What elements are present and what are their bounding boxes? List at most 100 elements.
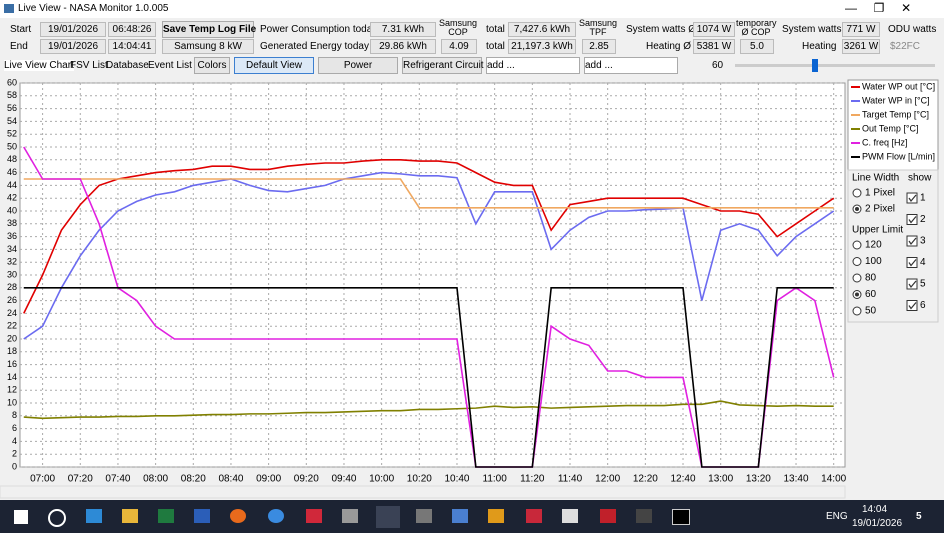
y-tick-label: 16 <box>7 359 17 369</box>
app-icon[interactable] <box>342 509 358 523</box>
app-icon[interactable] <box>672 509 690 525</box>
radio-label: 2 Pixel <box>865 204 895 215</box>
x-tick-label: 10:40 <box>444 474 469 485</box>
check <box>908 194 917 203</box>
y-tick-label: 46 <box>7 167 17 177</box>
radio-label: 60 <box>865 289 877 300</box>
field: 2.85 <box>582 39 616 54</box>
radio-label: 120 <box>865 240 882 251</box>
field: 19/01/2026 <box>40 22 106 37</box>
tab[interactable]: Live View Chart <box>4 60 74 71</box>
x-tick-label: 11:00 <box>483 474 508 485</box>
start-icon[interactable] <box>14 510 28 524</box>
y-tick-label: 34 <box>7 244 17 254</box>
slider[interactable] <box>735 64 935 67</box>
check <box>908 259 917 267</box>
clock-date[interactable]: 19/01/2026 <box>852 518 903 529</box>
x-tick-label: 11:20 <box>520 474 545 485</box>
radio[interactable] <box>852 257 862 266</box>
panel-label: show <box>908 173 932 184</box>
x-tick-label: 07:20 <box>68 474 93 485</box>
label: System watts Ø <box>626 24 697 35</box>
button[interactable]: Refrigerant Circuit <box>402 57 484 74</box>
search-icon[interactable] <box>48 509 66 527</box>
x-tick-label: 10:00 <box>369 474 394 485</box>
check <box>908 280 917 289</box>
label: temporary Ø COP <box>736 18 777 37</box>
dropdown[interactable]: add ... <box>486 57 580 74</box>
checkbox-label: 3 <box>920 236 926 247</box>
radio[interactable] <box>852 240 862 250</box>
window-controls[interactable]: — ❐ ✕ <box>845 1 912 15</box>
radio[interactable] <box>852 273 862 283</box>
tab[interactable]: Event List <box>148 60 192 71</box>
field: 29.86 kWh <box>370 39 436 54</box>
scrollbar[interactable] <box>0 485 846 499</box>
field: Samsung 8 kW <box>162 39 254 54</box>
radio-label: 100 <box>865 256 882 267</box>
y-tick-label: 48 <box>7 154 17 164</box>
app-icon[interactable] <box>600 509 616 523</box>
field: 19/01/2026 <box>40 39 106 54</box>
y-tick-label: 12 <box>7 385 17 395</box>
app-icon[interactable] <box>636 509 652 523</box>
notifications[interactable]: 5 <box>916 511 922 522</box>
tab[interactable]: Database <box>106 60 149 71</box>
header: Start 19/01/2026 06:48:26 End 19/01/2026… <box>0 18 944 57</box>
y-tick-label: 18 <box>7 346 17 356</box>
button[interactable]: Power <box>318 57 398 74</box>
field: 7.31 kWh <box>370 22 436 37</box>
app-icon[interactable] <box>158 509 174 523</box>
language[interactable]: ENG <box>826 511 848 522</box>
checkbox[interactable] <box>906 214 918 225</box>
button[interactable]: Default View <box>234 57 314 74</box>
checkbox[interactable] <box>906 235 918 247</box>
x-tick-label: 12:20 <box>633 474 658 485</box>
app-icon[interactable] <box>194 509 210 523</box>
app-icon[interactable] <box>306 509 322 523</box>
legend-label: Target Temp [°C] <box>862 109 929 119</box>
app-icon[interactable] <box>526 509 542 523</box>
y-tick-label: 28 <box>7 282 17 292</box>
app-icon[interactable] <box>376 506 400 528</box>
checkbox[interactable] <box>906 257 918 268</box>
series-line <box>23 287 834 468</box>
field: 06:48:26 <box>108 22 156 37</box>
y-tick-label: 4 <box>12 436 17 446</box>
app-icon[interactable] <box>122 509 138 523</box>
y-tick-label: 22 <box>7 321 17 331</box>
radio[interactable] <box>852 306 862 316</box>
tab[interactable]: FSV List <box>70 60 108 71</box>
series-line <box>23 171 835 340</box>
panel-label: Line Width <box>852 173 899 184</box>
legend-label: Out Temp [°C] <box>862 123 918 133</box>
checkbox[interactable] <box>906 300 918 311</box>
y-tick-label: 54 <box>7 116 17 126</box>
app-icon[interactable] <box>230 509 246 523</box>
app-icon[interactable] <box>416 509 432 523</box>
app-icon[interactable] <box>488 509 504 523</box>
checkbox[interactable] <box>906 192 918 204</box>
radio-label: 1 Pixel <box>865 188 895 199</box>
app-icon[interactable] <box>268 509 284 523</box>
field: 5381 W <box>693 39 735 54</box>
button[interactable]: Colors <box>194 57 230 74</box>
radio[interactable] <box>852 188 862 198</box>
app-icon[interactable] <box>86 509 102 523</box>
panel-label: Upper Limit <box>852 225 903 236</box>
checkbox[interactable] <box>906 278 918 290</box>
field: 21,197.3 kWh <box>508 39 576 54</box>
dropdown[interactable]: add ... <box>584 57 678 74</box>
clock-time[interactable]: 14:04 <box>862 504 888 515</box>
field: 7,427.6 kWh <box>508 22 576 37</box>
check <box>908 302 917 310</box>
app-icon[interactable] <box>562 509 578 523</box>
x-tick-label: 07:40 <box>105 474 130 485</box>
app-icon[interactable] <box>452 509 468 523</box>
save-button[interactable]: Save Temp Log File <box>162 21 256 38</box>
slider-thumb[interactable] <box>812 59 818 72</box>
checkbox-label: 4 <box>920 257 926 268</box>
series-line <box>23 400 834 420</box>
label: System watts <box>782 24 842 35</box>
y-tick-label: 60 <box>7 77 17 87</box>
